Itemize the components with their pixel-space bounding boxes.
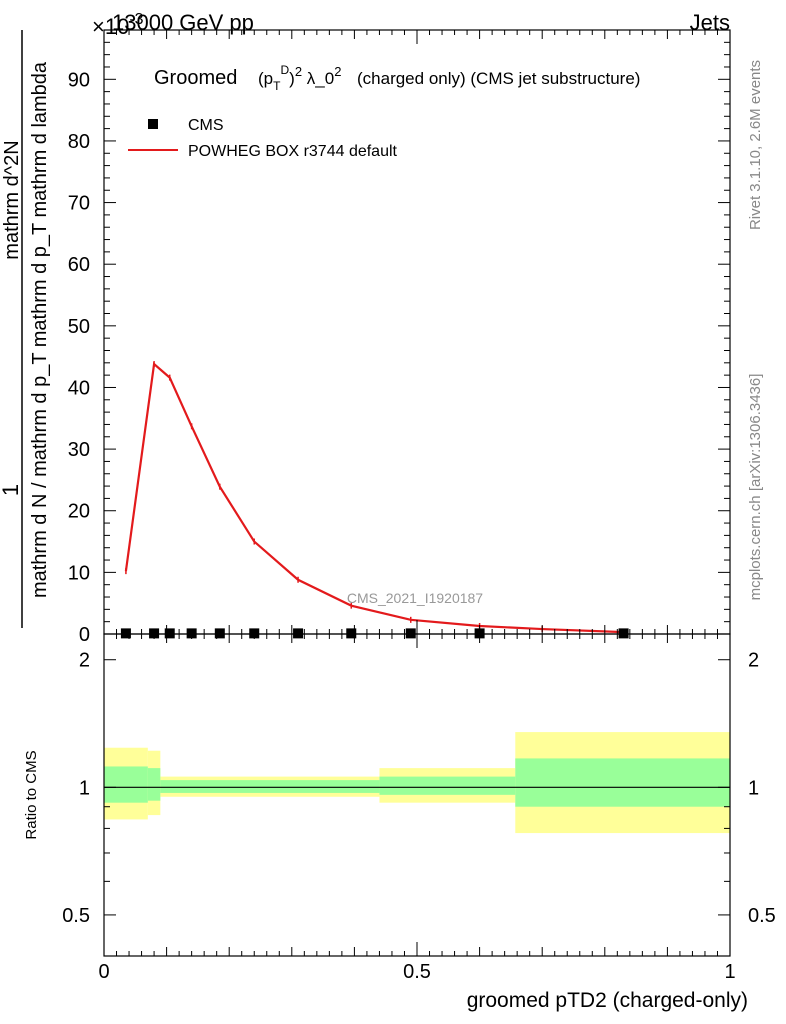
ratio-y-tick-label: 0.5 — [62, 905, 90, 927]
cms-point — [618, 628, 629, 639]
y-tick-label: 30 — [68, 439, 90, 461]
plot-title-formula: (pTD)2 λ_02 — [258, 63, 341, 93]
ratio-band-green — [379, 776, 516, 795]
x-tick-label: 1 — [724, 961, 735, 983]
y-multiplier: ×10-3 — [92, 11, 144, 39]
y-tick-label: 10 — [68, 562, 90, 584]
energy-label: 13000 GeV pp — [112, 10, 254, 35]
y-multiplier-exponent: -3 — [129, 11, 143, 28]
legend-powheg-label: POWHEG BOX r3744 default — [188, 143, 398, 160]
cms-point — [120, 628, 131, 639]
generator-label: Rivet 3.1.10, 2.6M events — [747, 60, 764, 230]
y-tick-label: 90 — [68, 69, 90, 91]
ratio-y-tick-label-right: 2 — [748, 650, 759, 672]
cms-point — [405, 628, 416, 639]
ratio-y-tick-label: 2 — [79, 650, 90, 672]
x-axis-label: groomed pTD2 (charged-only) — [467, 989, 748, 1012]
ratio-y-tick-label: 1 — [79, 777, 90, 799]
y-label-right: mathrm d^2N — [1, 140, 23, 259]
ratio-band-green — [515, 758, 730, 807]
y-tick-label: 20 — [68, 501, 90, 523]
ratio-band-green — [160, 780, 380, 793]
y-tick-label: 0 — [79, 624, 90, 646]
watermark: CMS_2021_I1920187 — [347, 590, 483, 606]
cms-point — [293, 628, 304, 639]
y-tick-label: 70 — [68, 193, 90, 215]
x-tick-label: 0.5 — [403, 961, 431, 983]
y-label-numerator: 1 — [0, 484, 23, 496]
y-tick-label: 40 — [68, 377, 90, 399]
process-label: Jets — [690, 10, 730, 35]
y-tick-label: 60 — [68, 254, 90, 276]
ratio-bands — [104, 732, 730, 834]
ratio-y-tick-label-right: 1 — [748, 777, 759, 799]
legend-cms-marker — [148, 119, 158, 129]
ratio-y-label: Ratio to CMS — [23, 750, 40, 839]
y-label-denominator: mathrm d N / mathrm d p_T mathrm d p_T m… — [29, 61, 51, 598]
ratio-y-tick-label-right: 0.5 — [748, 905, 776, 927]
plot-title-rest: (charged only) (CMS jet substructure) — [357, 69, 640, 88]
ratio-band-green — [147, 768, 161, 801]
ratio-band-green — [104, 766, 148, 803]
x-tick-label: 0 — [98, 961, 109, 983]
source-label: mcplots.cern.ch [arXiv:1306.3436] — [747, 374, 764, 601]
axes: 0 10 20 30 40 50 60 70 80 90 0 0.5 1 0.5 0.5 1 1 2 2 — [62, 29, 776, 983]
y-tick-label: 50 — [68, 316, 90, 338]
powheg-line — [124, 361, 624, 634]
y-tick-label: 80 — [68, 131, 90, 153]
cms-point — [346, 628, 357, 639]
legend-cms-label: CMS — [188, 117, 224, 134]
cms-point — [214, 628, 225, 639]
plot-title: Groomed — [154, 67, 237, 89]
cms-point — [164, 628, 175, 639]
